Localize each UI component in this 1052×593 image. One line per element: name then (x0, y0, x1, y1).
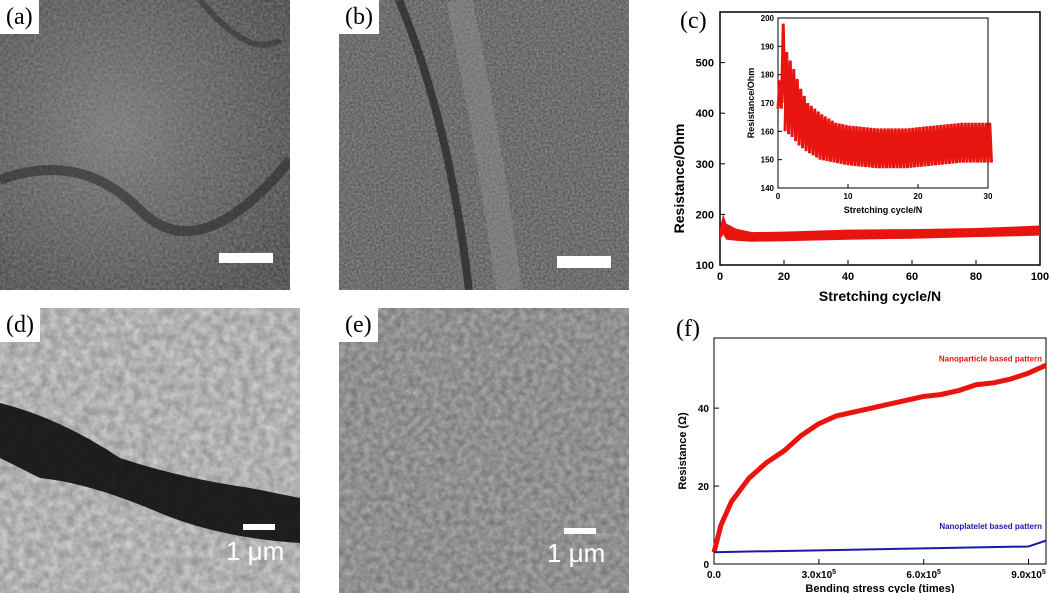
y-tick-label: 100 (696, 260, 714, 272)
scale-label-d: 1 μm (226, 536, 285, 566)
x-tick-label: 20 (778, 271, 790, 283)
y-tick-label: 500 (696, 58, 714, 70)
panel-label-d: (d) (0, 308, 40, 342)
y-tick-label: 300 (696, 159, 714, 171)
scale-bar-b (557, 256, 611, 268)
inset-y-tick-label: 160 (761, 127, 775, 136)
sem-texture-a (0, 0, 290, 290)
scale-bar-a (219, 253, 273, 263)
plot-frame (719, 11, 1041, 266)
y-tick-label: 200 (696, 209, 714, 221)
y-tick-label: 0 (703, 560, 709, 571)
sem-image-a: (a) (0, 0, 290, 290)
x-tick-label: 3.0x105 (802, 569, 837, 581)
scale-label-e: 1 μm (547, 538, 606, 568)
series-label-nanoplatelet: Nanoplatelet based pattern (939, 522, 1042, 531)
x-tick-label: 0.0 (707, 570, 721, 581)
panel-label-e: (e) (339, 308, 378, 342)
sem-texture-b (339, 0, 629, 290)
panel-label-a: (a) (0, 0, 39, 34)
series-line (711, 362, 1048, 553)
sem-image-b: (b) (339, 0, 629, 290)
x-tick-label: 100 (1031, 271, 1049, 283)
inset-x-tick-label: 10 (844, 192, 853, 201)
inset-y-tick-label: 150 (761, 156, 775, 165)
series-line (713, 539, 1047, 554)
x-axis-label: Bending stress cycle (times) (805, 583, 955, 593)
chart-f: 0.0 3.0x105 6.0x105 9.0x105 0 20 40 Bending str… (677, 337, 1048, 593)
x-tick-label: 0 (717, 271, 723, 283)
y-tick-label: 20 (698, 482, 710, 493)
sem-texture-d (0, 308, 300, 593)
x-tick-label: 60 (906, 271, 918, 283)
inset-x-tick-label: 0 (776, 192, 781, 201)
inset-y-axis-label: Resistance/Ohm (746, 68, 756, 139)
y-tick-label: 400 (696, 108, 714, 120)
inset-y-tick-label: 200 (761, 14, 775, 23)
inset-y-tick-label: 170 (761, 99, 775, 108)
inset-y-tick-label: 180 (761, 71, 775, 80)
inset-x-tick-label: 20 (914, 192, 923, 201)
series-label-nanoparticle: Nanoparticle based pattern (939, 354, 1042, 363)
chart-panel-f: (f) 0.0 3.0x105 6.0x105 9.0x105 0 20 40 Bending… (670, 308, 1052, 593)
sem-image-e: (e) 1 μm (339, 308, 629, 593)
inset-y-tick-label: 190 (761, 42, 775, 51)
plot-frame (713, 337, 1047, 565)
inset-x-tick-label: 30 (984, 192, 993, 201)
inset-x-axis-label: Stretching cycle/N (844, 205, 923, 215)
inset-y-tick-label: 140 (761, 184, 775, 193)
scale-bar-e (564, 528, 596, 534)
scale-bar-d (243, 524, 275, 530)
y-axis-label: Resistance (Ω) (677, 412, 689, 490)
x-tick-label: 80 (970, 271, 982, 283)
inset-series-line (776, 23, 993, 169)
sem-image-d: (d) 1 μm (0, 308, 300, 593)
x-tick-label: 9.0x105 (1011, 569, 1046, 581)
y-tick-label: 40 (698, 404, 710, 415)
panel-label-c: (c) (680, 8, 707, 34)
x-axis-label: Stretching cycle/N (819, 288, 941, 304)
y-axis-label: Resistance/Ohm (671, 124, 687, 234)
sem-texture-e (339, 308, 629, 593)
series-band (720, 214, 1040, 242)
panel-label-f: (f) (676, 316, 700, 342)
panel-label-b: (b) (339, 0, 379, 34)
chart-panel-c: (c) 0 20 40 60 80 100 100 200 300 400 500 Stretchin… (670, 0, 1052, 305)
x-tick-label: 6.0x105 (906, 569, 941, 581)
x-tick-label: 40 (842, 271, 854, 283)
